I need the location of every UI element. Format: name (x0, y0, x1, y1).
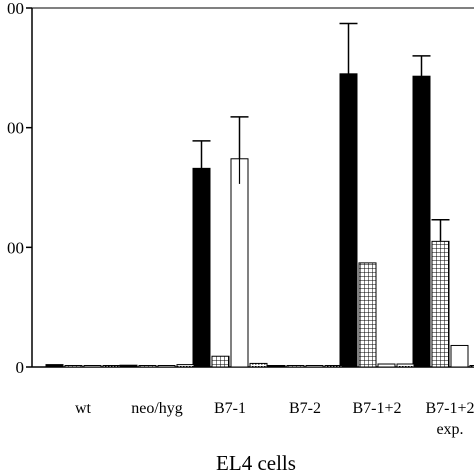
bar-white (450, 344, 469, 368)
bar-grid (431, 240, 450, 368)
bar-grid (286, 365, 305, 368)
bar-dots (102, 365, 121, 368)
bar-white (83, 365, 102, 368)
y-tick-label: 00 (7, 119, 24, 138)
bar-black (267, 365, 286, 368)
bar-dots (176, 364, 195, 368)
bar-white (305, 365, 324, 368)
x-category-label: B7-1+2 (352, 400, 401, 417)
x-axis-title: EL4 cells (216, 451, 296, 474)
bar-dots (249, 362, 268, 368)
bar-white (377, 363, 396, 368)
x-category-label: exp. (436, 421, 463, 438)
x-axis-categories: wt neo/hyg B7-1 B7-2 B7-1+2 B7-1+2 exp. (75, 400, 474, 438)
y-tick-label: 00 (7, 0, 24, 18)
bar-black (192, 167, 211, 368)
x-category-label: neo/hyg (131, 400, 183, 417)
x-category-label: B7-1+2 (425, 400, 474, 417)
bar-grid (358, 262, 377, 368)
bar-black (339, 73, 358, 368)
bar-dots (469, 365, 474, 368)
bar-grid (64, 365, 83, 368)
bar-black (412, 75, 431, 368)
bar-dots (396, 363, 415, 368)
bars (45, 73, 474, 368)
bar-grid (138, 365, 157, 368)
bar-grid (211, 355, 230, 368)
x-category-label: B7-2 (289, 400, 321, 417)
error-bars (192, 22, 450, 242)
plot-frame (31, 7, 474, 368)
bar-white (157, 365, 176, 368)
bar-black (45, 364, 64, 368)
bar-white (230, 158, 249, 368)
x-category-label: wt (75, 400, 92, 417)
x-category-label: B7-1 (214, 400, 246, 417)
y-tick-label: 00 (7, 238, 24, 257)
y-tick-label: 0 (16, 358, 25, 377)
bar-dots (324, 365, 343, 368)
bar-black (119, 364, 138, 368)
